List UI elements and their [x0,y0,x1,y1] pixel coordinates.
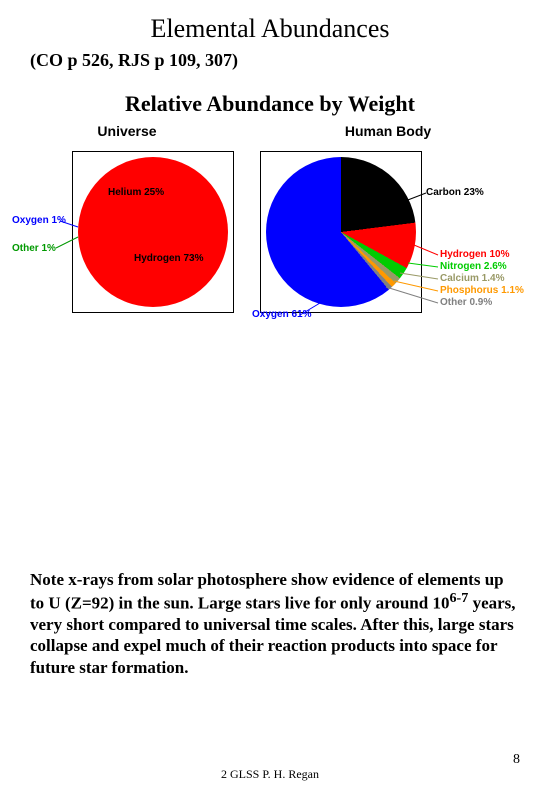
outside-label-oxygen: Oxygen 1% [12,215,66,226]
page-number: 8 [513,752,520,768]
page-subtitle: (CO p 526, RJS p 109, 307) [30,50,540,71]
outside-label-nitrogen: Nitrogen 2.6% [440,261,507,272]
slice-label-helium: Helium 25% [108,187,164,198]
slice-label-hydrogen: Hydrogen 73% [134,253,203,264]
outside-label-other: Other 1% [12,243,56,254]
outside-label-phosphorus: Phosphorus 1.1% [440,285,524,296]
chart-universe-wrap: Helium 25% Hydrogen 73% Oxygen 1% Other … [12,145,242,320]
chart-human-title: Human Body [345,123,431,139]
outside-label-other09: Other 0.9% [440,297,492,308]
chart-universe: Universe Helium 25% Hydrogen 73% Oxygen … [12,123,242,320]
pie-human [266,157,416,307]
chart-section-title: Relative Abundance by Weight [0,91,540,117]
outside-label-carbon: Carbon 23% [426,187,484,198]
outside-label-hydrogen10: Hydrogen 10% [440,249,509,260]
outside-label-oxygen61: Oxygen 61% [252,309,311,320]
charts-row: Universe Helium 25% Hydrogen 73% Oxygen … [0,123,540,320]
chart-human-wrap: Oxygen 61% Carbon 23% Hydrogen 10% Nitro… [248,145,528,320]
outside-label-calcium: Calcium 1.4% [440,273,504,284]
pie-universe [78,157,228,307]
page-title: Elemental Abundances [0,14,540,44]
note-text: Note x-rays from solar photosphere show … [30,569,516,678]
chart-human-body: Human Body Oxygen 61% Carbon 23% Hydroge… [248,123,528,320]
chart-universe-title: Universe [97,123,156,139]
